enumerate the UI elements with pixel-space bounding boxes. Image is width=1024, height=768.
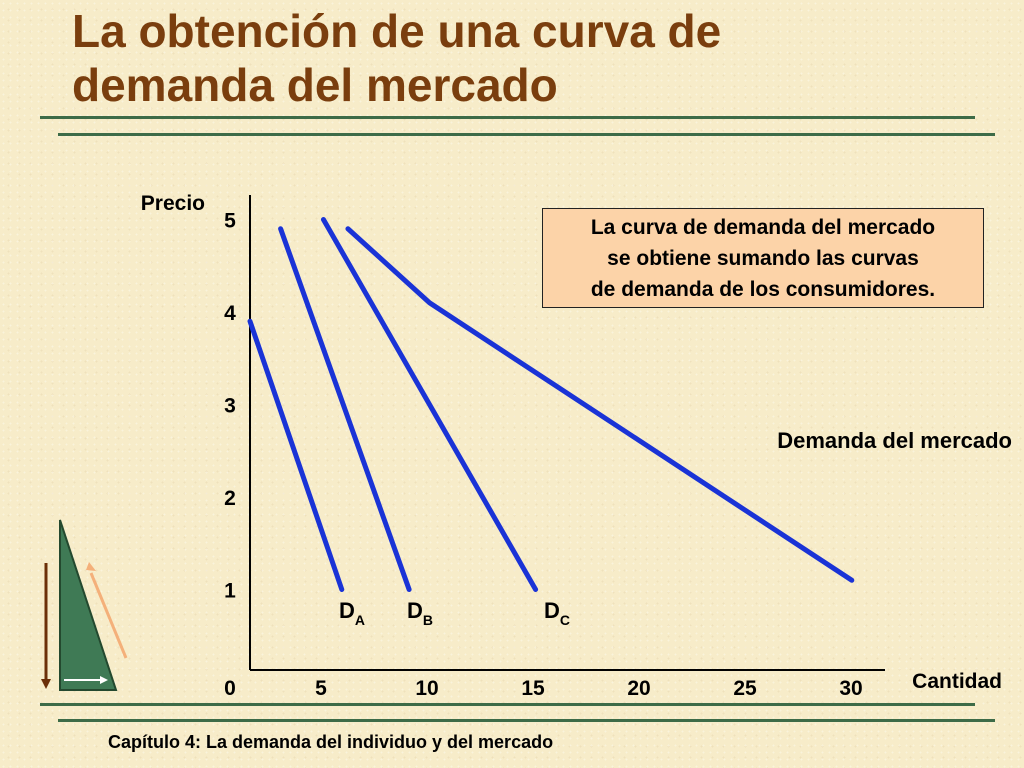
x-tick-label-10: 10 — [415, 677, 438, 700]
y-axis-label: Precio — [141, 192, 205, 215]
x-tick-label-20: 20 — [627, 677, 650, 700]
title-rule-bottom — [58, 133, 995, 136]
chart-series — [247, 217, 855, 592]
y-tick-label-1: 1 — [224, 580, 236, 603]
x-tick-label-30: 30 — [839, 677, 862, 700]
chart-series-labels: DA DB DC Demanda del mercado — [339, 428, 1012, 628]
chart-ticks: 0 5 10 15 20 25 30 1 2 3 4 5 Precio Cantidad — [141, 192, 1002, 700]
title-line-1: La obtención de una curva de — [72, 5, 722, 57]
footer-chapter: Capítulo 4: La demanda del individuo y d… — [108, 732, 554, 752]
chart-axes — [249, 195, 885, 671]
series-label-DC: DC — [544, 598, 570, 628]
diagonal-arrow-shape — [89, 572, 128, 659]
series-label-DB: DB — [407, 598, 433, 628]
demand-curve-dc — [320, 217, 539, 592]
demand-curve-mercado — [345, 226, 855, 583]
x-axis-label: Cantidad — [912, 670, 1002, 693]
x-tick-label-15: 15 — [521, 677, 545, 700]
slide-title: La obtención de una curva de demanda del… — [72, 4, 721, 112]
y-tick-label-3: 3 — [224, 395, 236, 418]
x-tick-label-0: 0 — [224, 677, 236, 700]
demand-curve-db — [278, 226, 412, 592]
x-tick-label-25: 25 — [733, 677, 757, 700]
explanation-note: La curva de demanda del mercado se obtie… — [542, 208, 984, 308]
footer-rule-top — [40, 703, 975, 706]
title-line-2: demanda del mercado — [72, 59, 558, 111]
right-arrow-head — [100, 676, 108, 684]
series-label-demanda-mercado: Demanda del mercado — [777, 428, 1012, 453]
y-tick-label-4: 4 — [224, 302, 236, 325]
y-tick-label-5: 5 — [224, 210, 236, 233]
down-arrow-head — [41, 679, 51, 689]
green-triangle-shape — [59, 519, 118, 691]
decorative-triangle-logo — [41, 519, 128, 691]
y-tick-label-2: 2 — [224, 487, 236, 510]
x-tick-label-5: 5 — [315, 677, 327, 700]
title-rule-top — [40, 116, 975, 119]
demand-curve-da — [247, 318, 345, 592]
footer-rule-bottom — [58, 719, 995, 722]
diagonal-arrow-head — [86, 562, 96, 571]
series-label-DA: DA — [339, 598, 365, 628]
